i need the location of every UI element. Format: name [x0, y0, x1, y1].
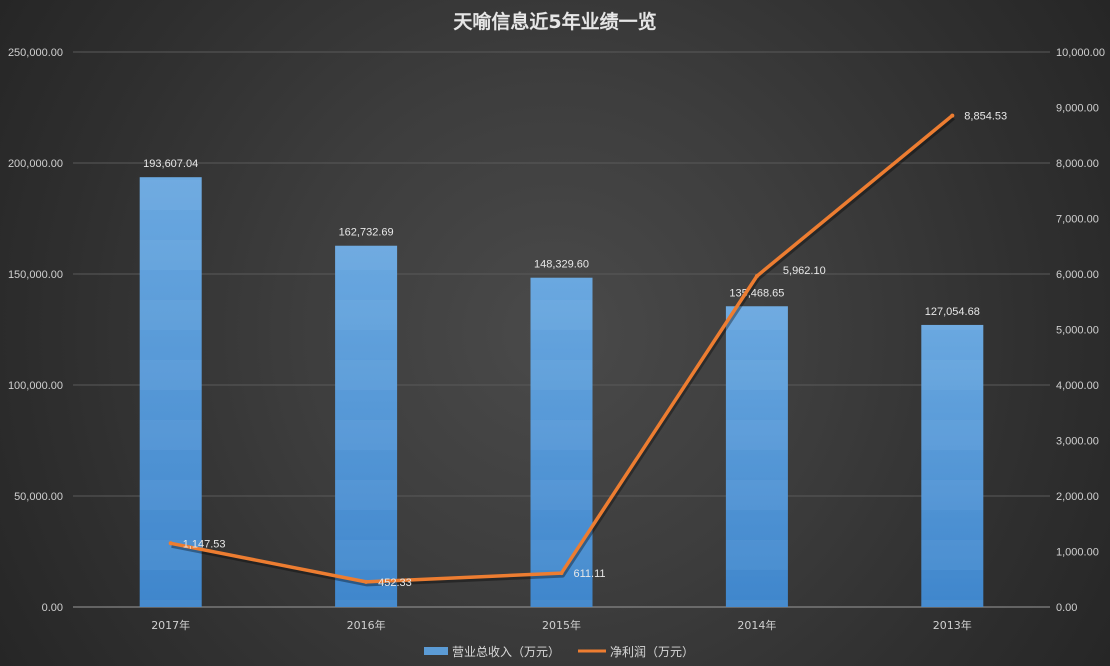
right-tick-label: 6,000.00	[1056, 269, 1099, 281]
right-tick-label: 2,000.00	[1056, 491, 1099, 503]
bar-data-label: 148,329.60	[534, 259, 589, 271]
line-point	[168, 541, 173, 546]
right-tick-label: 9,000.00	[1056, 103, 1099, 115]
line-point	[559, 571, 564, 576]
left-tick-label: 100,000.00	[8, 380, 63, 392]
right-tick-label: 3,000.00	[1056, 436, 1099, 448]
line-data-label: 611.11	[574, 568, 606, 580]
left-axis: 0.00 50,000.00 100,000.00 150,000.00 200,000…	[8, 47, 63, 614]
legend-label-revenue: 营业总收入（万元）	[452, 645, 560, 659]
left-tick-label: 0.00	[42, 602, 63, 614]
chart-title: 天喻信息近5年业绩一览	[453, 10, 656, 33]
category-label: 2016年	[347, 618, 386, 632]
line-data-label: 8,854.53	[964, 111, 1007, 123]
line-shadow	[171, 115, 955, 587]
category-label: 2017年	[151, 618, 190, 632]
bar-data-label: 162,732.69	[339, 227, 394, 239]
legend: 营业总收入（万元） 净利润（万元）	[424, 645, 694, 659]
left-tick-label: 150,000.00	[8, 269, 63, 281]
category-label: 2013年	[933, 618, 972, 632]
legend-label-profit: 净利润（万元）	[610, 645, 694, 659]
line-data-label: 452.33	[378, 577, 412, 589]
category-label: 2015年	[542, 618, 581, 632]
right-tick-label: 5,000.00	[1056, 325, 1099, 337]
line-data-labels: 1,147.53 452.33 611.11 5,962.10 8,854.53	[183, 111, 1007, 589]
bar-series	[139, 177, 984, 607]
right-tick-label: 1,000.00	[1056, 547, 1099, 559]
left-tick-label: 200,000.00	[8, 158, 63, 170]
right-tick-label: 0.00	[1056, 602, 1077, 614]
line-point	[754, 274, 759, 279]
bar-data-label: 127,054.68	[925, 306, 980, 318]
bar-data-label: 193,607.04	[143, 158, 198, 170]
line-data-label: 1,147.53	[183, 538, 226, 550]
line-point	[364, 579, 369, 584]
category-label: 2014年	[737, 618, 776, 632]
left-tick-label: 50,000.00	[14, 491, 63, 503]
right-tick-label: 8,000.00	[1056, 158, 1099, 170]
line-data-label: 5,962.10	[783, 265, 826, 277]
right-tick-label: 10,000.00	[1056, 47, 1105, 59]
bar-texture	[530, 277, 593, 607]
right-tick-label: 4,000.00	[1056, 380, 1099, 392]
bar-texture	[335, 245, 398, 607]
bar-texture	[725, 306, 788, 607]
bar-texture	[921, 324, 984, 607]
bar-data-label: 135,468.65	[729, 287, 784, 299]
category-axis: 2017年 2016年 2015年 2014年 2013年	[151, 618, 972, 632]
line-series	[168, 113, 955, 587]
line-point	[950, 113, 955, 118]
bar-texture	[139, 177, 202, 607]
legend-swatch-revenue	[424, 647, 448, 655]
right-axis: 0.00 1,000.00 2,000.00 3,000.00 4,000.00 5,00…	[1056, 47, 1105, 614]
left-tick-label: 250,000.00	[8, 47, 63, 59]
right-tick-label: 7,000.00	[1056, 214, 1099, 226]
